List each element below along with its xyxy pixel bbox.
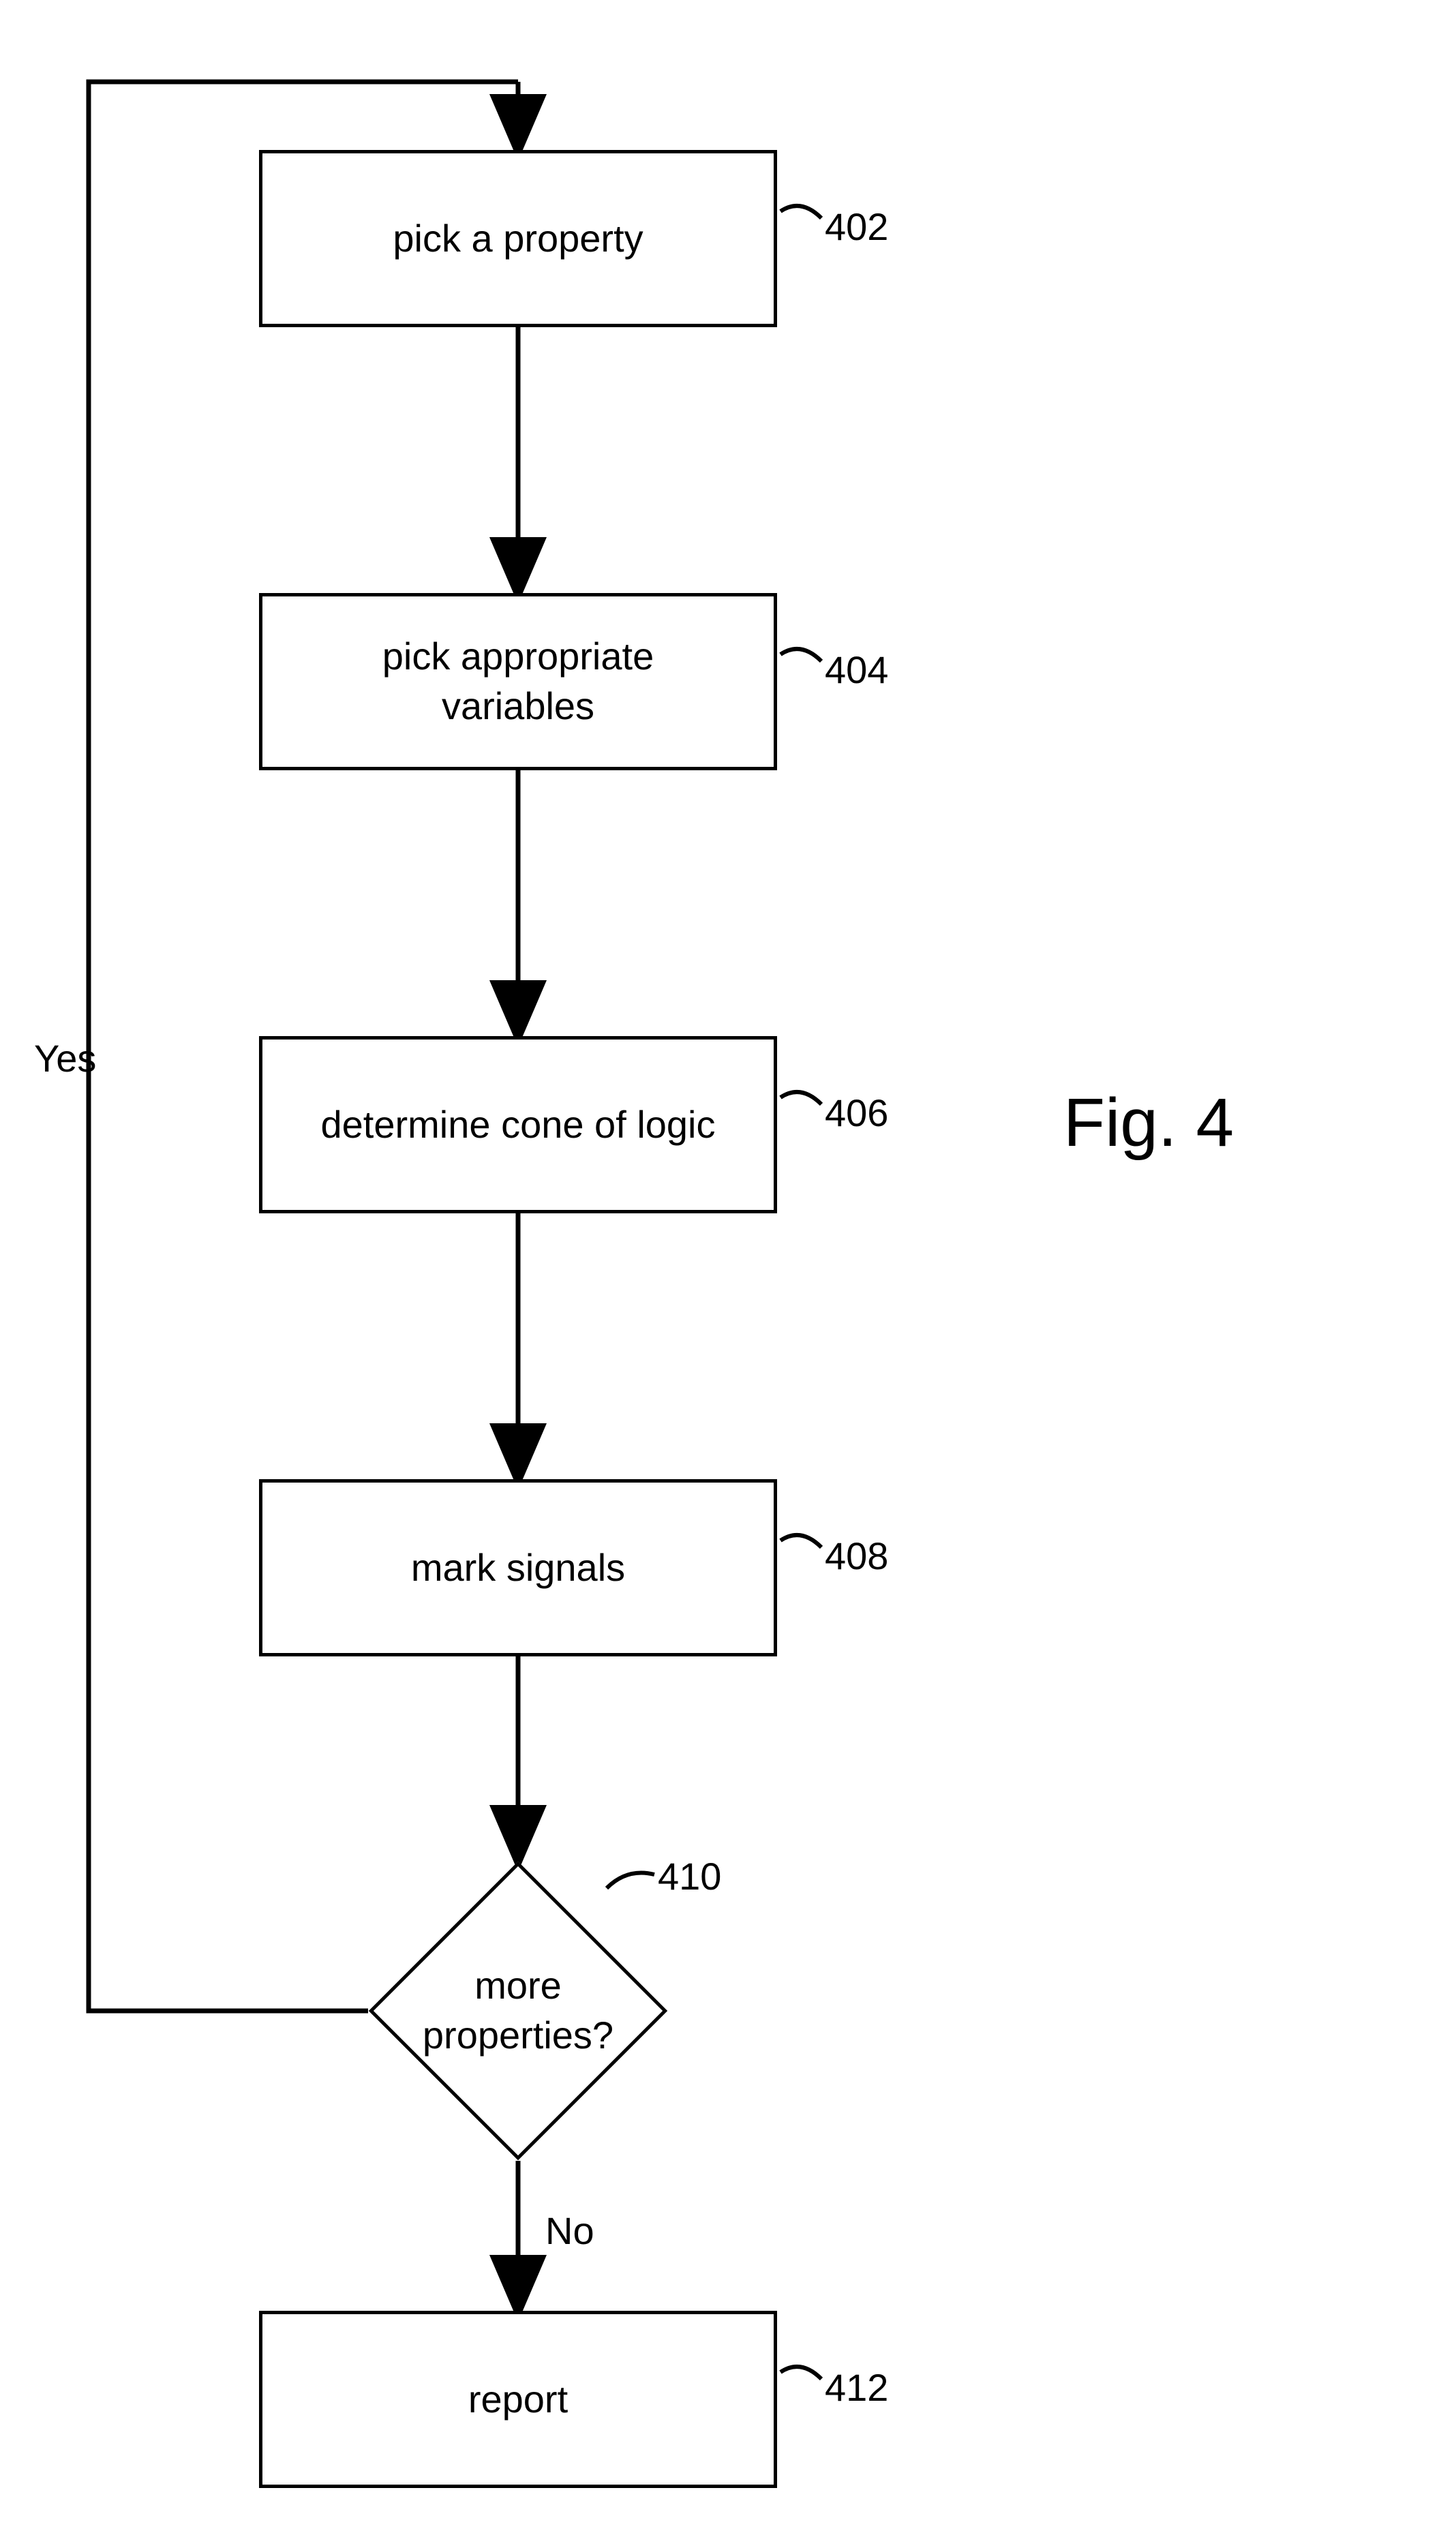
node-mark-signals: mark signals — [259, 1479, 777, 1656]
node-determine-cone: determine cone of logic — [259, 1036, 777, 1213]
node-report: report — [259, 2311, 777, 2488]
ref-408: 408 — [825, 1534, 888, 1578]
figure-label: Fig. 4 — [1063, 1084, 1234, 1162]
ref-412: 412 — [825, 2365, 888, 2410]
edge-label-no: No — [545, 2209, 594, 2253]
ref-404: 404 — [825, 648, 888, 692]
edge-label-yes: Yes — [34, 1036, 96, 1080]
node-404-text: pick appropriate variables — [382, 632, 654, 731]
ref-410: 410 — [658, 1854, 721, 1898]
node-410-text: more properties? — [395, 1961, 641, 2061]
node-406-text: determine cone of logic — [320, 1100, 715, 1150]
ref-406: 406 — [825, 1091, 888, 1135]
connectors-svg — [0, 0, 1456, 2533]
ref-402: 402 — [825, 204, 888, 249]
node-pick-property: pick a property — [259, 150, 777, 327]
node-402-text: pick a property — [393, 214, 643, 264]
node-412-text: report — [468, 2375, 568, 2425]
node-410-text-span: more properties? — [423, 1961, 613, 2061]
node-pick-variables: pick appropriate variables — [259, 593, 777, 770]
node-408-text: mark signals — [411, 1543, 625, 1593]
flowchart-root: pick a property 402 pick appropriate var… — [0, 0, 1456, 2533]
